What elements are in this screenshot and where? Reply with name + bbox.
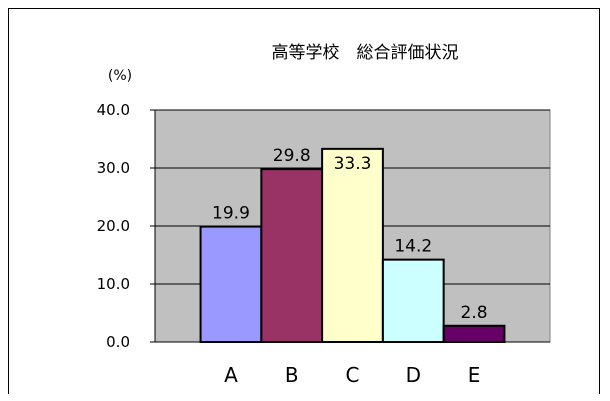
- value-labels: 19.9 29.8 33.3 14.2 2.8: [212, 146, 488, 323]
- bar: [260, 168, 324, 343]
- y-tick-label: 20.0: [97, 217, 130, 235]
- data-label: 14.2: [394, 237, 432, 257]
- x-tick-label: C: [346, 363, 360, 387]
- chart-title: 高等学校 総合評価状況: [272, 43, 459, 63]
- data-label: 19.9: [212, 204, 250, 224]
- y-axis-ticks: 0.0 10.0 20.0 30.0 40.0: [97, 101, 155, 351]
- x-tick-label: A: [224, 363, 238, 387]
- y-tick-label: 0.0: [106, 333, 130, 351]
- x-tick-label: B: [285, 363, 299, 387]
- data-label: 2.8: [461, 303, 488, 323]
- y-tick-label: 10.0: [97, 275, 130, 293]
- y-axis-unit-label: (%): [108, 68, 132, 84]
- x-axis-ticks: A B C D E: [224, 363, 480, 387]
- data-label: 29.8: [273, 146, 311, 166]
- bar: [381, 258, 445, 344]
- bar: [199, 225, 263, 343]
- data-label: 33.3: [334, 154, 372, 174]
- x-tick-label: E: [468, 363, 481, 387]
- y-tick-label: 30.0: [97, 159, 130, 177]
- bar: [442, 324, 506, 344]
- bars: [199, 147, 506, 344]
- bar: [321, 147, 384, 343]
- x-tick-label: D: [406, 363, 421, 387]
- y-tick-label: 40.0: [97, 101, 130, 119]
